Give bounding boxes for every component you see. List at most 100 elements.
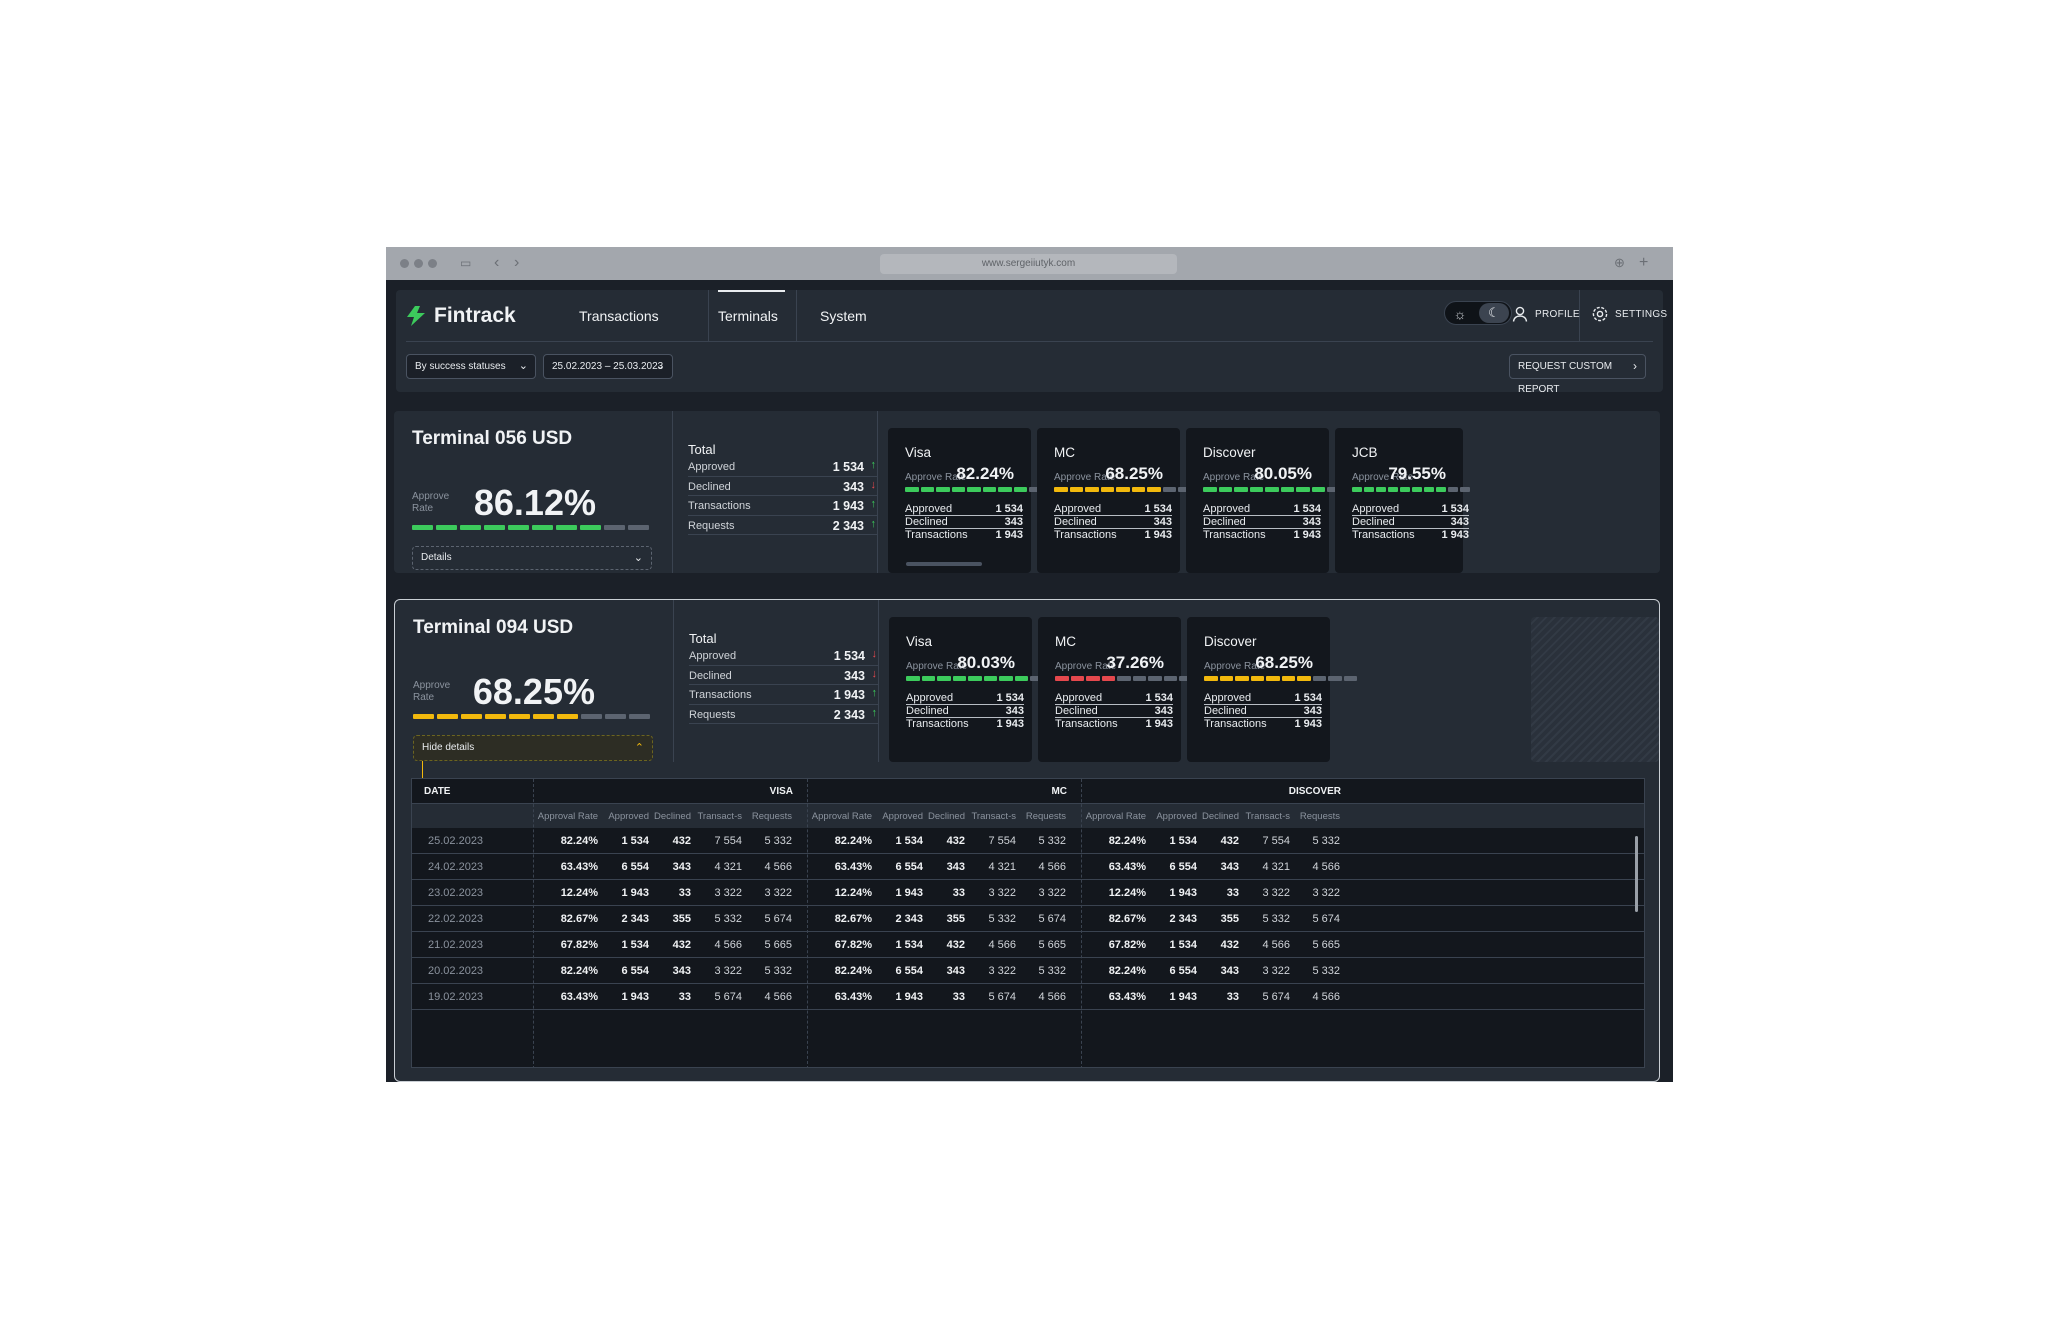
bar-segment <box>998 487 1012 492</box>
theme-toggle[interactable]: ☼ ☾ <box>1444 301 1512 325</box>
bar-segment <box>1070 676 1084 681</box>
row-cell: 4 566 <box>1312 861 1340 873</box>
table-row[interactable]: 22.02.2023 82.67% 2 343 355 5 332 5 674 82.67%… <box>412 906 1644 932</box>
settings-link[interactable]: SETTINGS <box>1591 305 1667 323</box>
row-cell: 1 943 <box>895 887 923 899</box>
card-transactions-value: 1 943 <box>1294 718 1322 730</box>
row-cell: 432 <box>1220 939 1239 951</box>
row-cell: 82.67% <box>1108 913 1146 925</box>
row-cell: 7 554 <box>714 835 742 847</box>
card-scheme-visa[interactable]: Visa Approve Rate 82.24% Approved 1 534 Decli… <box>888 428 1058 573</box>
card-approved-value: 1 534 <box>1294 692 1322 704</box>
back-arrow-icon[interactable]: ‹ <box>494 254 500 271</box>
bar-segment <box>1147 487 1161 492</box>
settings-label: SETTINGS <box>1615 308 1668 320</box>
nav-system[interactable]: System <box>820 308 867 324</box>
sub-header: Approved <box>608 811 649 822</box>
card-scheme-name: Discover <box>1204 634 1257 649</box>
row-cell: 432 <box>1220 835 1239 847</box>
maximize-window-dot[interactable] <box>428 259 437 268</box>
card-declined-row: Declined 343 <box>1204 705 1322 718</box>
bar-segment <box>1352 487 1362 492</box>
table-row[interactable]: 25.02.2023 82.24% 1 534 432 7 554 5 332 82.24%… <box>412 828 1644 854</box>
card-approved-value: 1 534 <box>995 503 1023 515</box>
row-date: 25.02.2023 <box>428 835 484 847</box>
moon-icon[interactable]: ☾ <box>1479 303 1509 323</box>
bar-segment <box>1400 487 1410 492</box>
date-range-dropdown[interactable]: 25.02.2023 – 25.03.2023 ⌄ <box>543 354 673 379</box>
approve-rate-label: Approve Rate <box>413 680 451 703</box>
card-approve-rate-value: 68.25% <box>1105 464 1163 483</box>
bar-segment <box>983 676 997 681</box>
sun-icon[interactable]: ☼ <box>1453 306 1467 322</box>
total-row-label: Transactions <box>688 500 751 512</box>
hide-details-button[interactable]: Hide details ⌃ <box>413 735 653 761</box>
new-tab-icon[interactable]: + <box>1639 254 1649 271</box>
row-cell: 33 <box>1226 887 1239 899</box>
horizontal-scrollbar[interactable] <box>906 562 982 566</box>
sub-header: Transact-s <box>1245 811 1290 822</box>
terminal-panel: Terminal 056 USD Approve Rate 86.12% Det… <box>394 411 1660 573</box>
card-scheme-mc[interactable]: MC Approve Rate 37.26% Approved 1 534 Decline… <box>1038 617 1208 762</box>
forward-arrow-icon[interactable]: › <box>514 254 520 271</box>
download-icon[interactable]: ⊕ <box>1614 255 1625 270</box>
card-transactions-row: Transactions 1 943 <box>1055 718 1173 731</box>
card-declined-value: 343 <box>1302 516 1321 528</box>
card-declined-row: Declined 343 <box>1352 516 1469 529</box>
card-scheme-discover[interactable]: Discover Approve Rate 68.25% Approved 1 534 D… <box>1187 617 1357 762</box>
card-transactions-label: Transactions <box>1204 718 1267 730</box>
table-row[interactable]: 24.02.2023 63.43% 6 554 343 4 321 4 566 63.43%… <box>412 854 1644 880</box>
table-row[interactable]: 19.02.2023 63.43% 1 943 33 5 674 4 566 63.43% 1… <box>412 984 1644 1010</box>
total-row-value: 343 <box>843 479 864 494</box>
user-icon <box>1512 306 1528 322</box>
vertical-scrollbar[interactable] <box>1635 836 1638 912</box>
row-cell: 5 332 <box>988 913 1016 925</box>
card-approved-value: 1 534 <box>1145 692 1173 704</box>
status-filter-dropdown[interactable]: By success statuses ⌄ <box>406 354 536 379</box>
sub-header: Requests <box>1025 811 1066 822</box>
request-custom-report-button[interactable]: REQUEST CUSTOM REPORT › <box>1509 354 1646 395</box>
card-approved-label: Approved <box>1054 503 1102 515</box>
terminal-title: Terminal 056 USD <box>412 428 573 449</box>
arrow-up-icon: ↑ <box>870 498 877 510</box>
card-approve-rate-value: 79.55% <box>1388 464 1446 483</box>
close-window-dot[interactable] <box>400 259 409 268</box>
table-row[interactable]: 21.02.2023 67.82% 1 534 432 4 566 5 665 67.82%… <box>412 932 1644 958</box>
sidebar-icon[interactable]: ▭ <box>460 256 472 270</box>
row-cell: 343 <box>946 965 965 977</box>
row-cell: 4 566 <box>988 939 1016 951</box>
active-tab-indicator <box>718 290 785 292</box>
details-toggle-button[interactable]: Details ⌄ <box>412 546 652 570</box>
card-scheme-mc[interactable]: MC Approve Rate 68.25% Approved 1 534 Decline… <box>1037 428 1207 573</box>
nav-divider <box>796 290 797 341</box>
nav-transactions[interactable]: Transactions <box>579 308 659 324</box>
card-approved-value: 1 534 <box>1441 503 1469 515</box>
profile-link[interactable]: PROFILE <box>1511 305 1580 323</box>
sub-header: Approved <box>882 811 923 822</box>
row-date: 23.02.2023 <box>428 887 484 899</box>
card-transactions-value: 1 943 <box>1145 718 1173 730</box>
table-row[interactable]: 20.02.2023 82.24% 6 554 343 3 322 5 332 82.24%… <box>412 958 1644 984</box>
row-cell: 6 554 <box>1169 861 1197 873</box>
nav-terminals[interactable]: Terminals <box>718 308 778 324</box>
card-scheme-discover[interactable]: Discover Approve Rate 80.05% Approved 1 534 D… <box>1186 428 1356 573</box>
date-range-value: 25.02.2023 – 25.03.2023 <box>552 361 664 372</box>
card-scheme-jcb[interactable]: JCB Approve Rate 79.55% Approved 1 534 Declin… <box>1335 428 1470 573</box>
total-row-label: Declined <box>689 669 732 682</box>
bar-segment <box>1116 487 1130 492</box>
logo[interactable]: Fintrack <box>406 304 516 328</box>
minimize-window-dot[interactable] <box>414 259 423 268</box>
total-row-label: Approved <box>689 650 737 662</box>
url-bar[interactable]: www.sergeiiutyk.com <box>880 254 1177 274</box>
table-row[interactable]: 23.02.2023 12.24% 1 943 33 3 322 3 322 12.24% 1… <box>412 880 1644 906</box>
card-declined-label: Declined <box>1203 516 1246 528</box>
arrow-down-icon: ↓ <box>871 648 878 660</box>
chevron-up-icon: ⌃ <box>634 742 644 754</box>
card-transactions-label: Transactions <box>1203 529 1266 541</box>
row-cell: 1 943 <box>1169 991 1197 1003</box>
row-cell: 2 343 <box>895 913 923 925</box>
card-scheme-visa[interactable]: Visa Approve Rate 80.03% Approved 1 534 Decli… <box>889 617 1059 762</box>
group-divider <box>1081 779 1082 1067</box>
bar-segment <box>508 525 529 530</box>
card-declined-row: Declined 343 <box>1203 516 1321 529</box>
